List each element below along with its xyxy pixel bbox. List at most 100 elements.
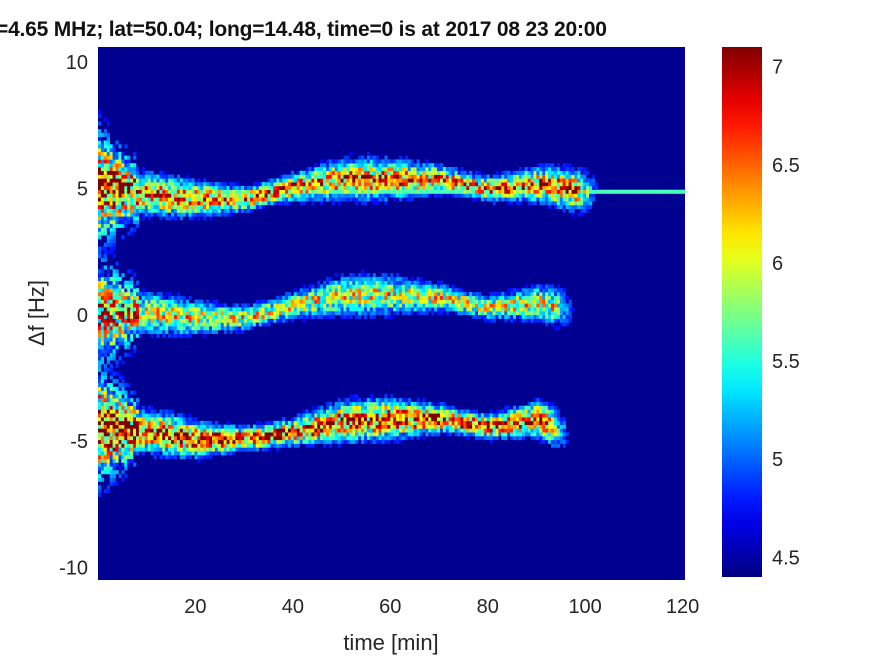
heatmap-cell	[413, 401, 417, 406]
heatmap-cell	[98, 401, 102, 406]
heatmap-cell	[375, 163, 379, 168]
heatmap-cell	[314, 439, 318, 444]
heatmap-cell	[258, 193, 262, 198]
heatmap-cell	[478, 185, 482, 190]
heatmap-cell	[176, 451, 181, 456]
heatmap-cell	[261, 299, 265, 304]
heatmap-cell	[410, 163, 414, 168]
heatmap-cell	[451, 420, 455, 425]
heatmap-cell	[410, 432, 414, 437]
heatmap-cell	[138, 428, 143, 433]
heatmap-cell	[238, 307, 242, 312]
heatmap-cell	[118, 417, 122, 422]
heatmap-cell	[349, 439, 353, 444]
heatmap-cell	[361, 303, 365, 308]
heatmap-cell	[209, 204, 213, 209]
heatmap-cell	[410, 182, 414, 187]
heatmap-cell	[100, 299, 105, 304]
heatmap-cell	[314, 182, 318, 187]
heatmap-cell	[226, 439, 230, 444]
heatmap-cell	[144, 409, 148, 414]
heatmap-cell	[150, 322, 154, 327]
heatmap-cell	[100, 193, 105, 198]
heatmap-cell	[191, 314, 195, 319]
heatmap-cell	[466, 413, 470, 418]
heatmap-cell	[98, 473, 102, 478]
heatmap-cell	[323, 185, 327, 190]
heatmap-cell	[442, 405, 447, 410]
heatmap-cell	[106, 216, 110, 221]
heatmap-cell	[378, 420, 382, 425]
heatmap-cell	[136, 223, 140, 228]
heatmap-cell	[124, 288, 128, 293]
heatmap-cell	[384, 398, 388, 403]
heatmap-cell	[285, 197, 289, 202]
heatmap-cell	[533, 182, 537, 187]
heatmap-cell	[127, 185, 131, 190]
heatmap-cell	[109, 470, 113, 475]
heatmap-cell	[179, 189, 183, 194]
heatmap-cell	[428, 178, 432, 183]
heatmap-cell	[197, 201, 201, 206]
heatmap-cell	[98, 439, 102, 444]
heatmap-cell	[361, 413, 365, 418]
heatmap-cell	[416, 284, 420, 289]
heatmap-cell	[454, 178, 458, 183]
heatmap-cell	[349, 170, 353, 175]
heatmap-cell	[176, 189, 181, 194]
heatmap-cell	[138, 409, 143, 414]
heatmap-cell	[346, 163, 350, 168]
heatmap-cell	[469, 174, 473, 179]
heatmap-cell	[407, 417, 411, 422]
heatmap-cell	[510, 436, 514, 441]
heatmap-cell	[279, 436, 283, 441]
heatmap-cell	[270, 178, 274, 183]
heatmap-cell	[185, 299, 189, 304]
heatmap-cell	[396, 409, 400, 414]
heatmap-cell	[171, 208, 175, 213]
heatmap-cell	[235, 314, 239, 319]
heatmap-cell	[472, 299, 476, 304]
heatmap-cell	[483, 318, 487, 323]
heatmap-cell	[431, 189, 435, 194]
heatmap-cell	[402, 163, 406, 168]
heatmap-cell	[507, 185, 511, 190]
heatmap-cell	[404, 197, 409, 202]
heatmap-cell	[340, 185, 344, 190]
heatmap-cell	[98, 151, 102, 156]
heatmap-cell	[346, 424, 350, 429]
heatmap-cell	[209, 314, 213, 319]
heatmap-cell	[241, 428, 245, 433]
heatmap-cell	[422, 424, 426, 429]
heatmap-cell	[445, 174, 449, 179]
heatmap-cell	[147, 413, 151, 418]
heatmap-cell	[174, 212, 178, 217]
heatmap-cell	[100, 178, 105, 183]
heatmap-cell	[384, 394, 388, 399]
heatmap-cell	[118, 458, 122, 463]
heatmap-cell	[100, 383, 105, 388]
heatmap-cell	[364, 284, 368, 289]
heatmap-cell	[171, 174, 175, 179]
heatmap-cell	[209, 216, 213, 221]
heatmap-cell	[355, 314, 359, 319]
heatmap-cell	[311, 417, 315, 422]
heatmap-cell	[542, 284, 546, 289]
heatmap-cell	[144, 197, 148, 202]
heatmap-cell	[393, 299, 397, 304]
heatmap-cell	[372, 417, 376, 422]
heatmap-cell	[372, 292, 376, 297]
heatmap-cell	[203, 178, 207, 183]
heatmap-cell	[378, 193, 382, 198]
heatmap-cell	[492, 303, 496, 308]
heatmap-cell	[188, 451, 192, 456]
heatmap-cell	[516, 189, 520, 194]
heatmap-cell	[200, 193, 204, 198]
heatmap-cell	[103, 223, 107, 228]
heatmap-cell	[223, 182, 227, 187]
heatmap-cell	[372, 424, 376, 429]
heatmap-cell	[428, 401, 432, 406]
heatmap-cell	[384, 424, 388, 429]
heatmap-cell	[422, 189, 426, 194]
heatmap-cell	[182, 436, 186, 441]
